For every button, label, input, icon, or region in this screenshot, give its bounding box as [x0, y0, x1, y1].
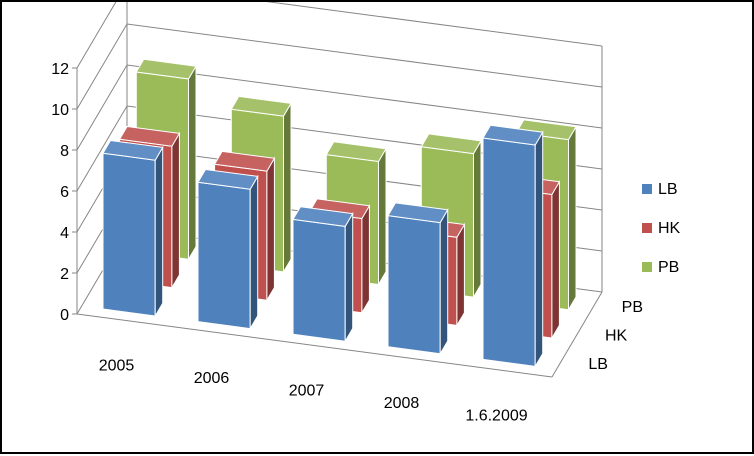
x-category-label: 2007: [289, 383, 325, 400]
y-tick-label: 12: [51, 61, 69, 78]
y-tick-label: 0: [60, 307, 69, 324]
x-category-label: 2005: [99, 357, 135, 374]
x-category-label: 2006: [194, 370, 230, 387]
x-category-label: 2008: [384, 395, 420, 412]
legend-swatch: [642, 262, 652, 272]
y-tick-label: 4: [60, 225, 69, 242]
axis-labels-layer: 0 2 4 6 8 10 12 2005 2006 2007 2008 1.6.2009 LB HK PB: [51, 61, 643, 425]
grid-layer: [72, 2, 603, 378]
legend-item-pb: PB: [642, 259, 679, 276]
legend-item-lb: LB: [642, 181, 678, 198]
y-tick-label: 6: [60, 184, 69, 201]
x-category-label: 1.6.2009: [465, 408, 527, 425]
depth-category-label: HK: [605, 328, 628, 345]
depth-category-label: PB: [622, 299, 643, 316]
legend-label: LB: [658, 181, 678, 198]
bar-lb-2: [292, 206, 354, 344]
gridline: [76, 2, 603, 69]
legend-label: PB: [658, 259, 679, 276]
legend: LB HK PB: [642, 181, 681, 276]
y-tick-label: 8: [60, 143, 69, 160]
y-tick-label: 2: [60, 266, 69, 283]
legend-swatch: [642, 184, 652, 194]
bar-lb-0: [102, 139, 164, 318]
y-tick-label: 10: [51, 102, 69, 119]
legend-item-hk: HK: [642, 220, 681, 237]
floor-edge: [76, 313, 553, 378]
legend-label: HK: [658, 220, 681, 237]
bars-layer: [102, 58, 577, 369]
bar-lb-4: [482, 124, 544, 369]
depth-category-label: LB: [588, 356, 608, 373]
bar-lb-3: [387, 202, 449, 356]
bar-lb-1: [197, 168, 259, 331]
legend-swatch: [642, 223, 652, 233]
floor-edge: [551, 291, 603, 378]
